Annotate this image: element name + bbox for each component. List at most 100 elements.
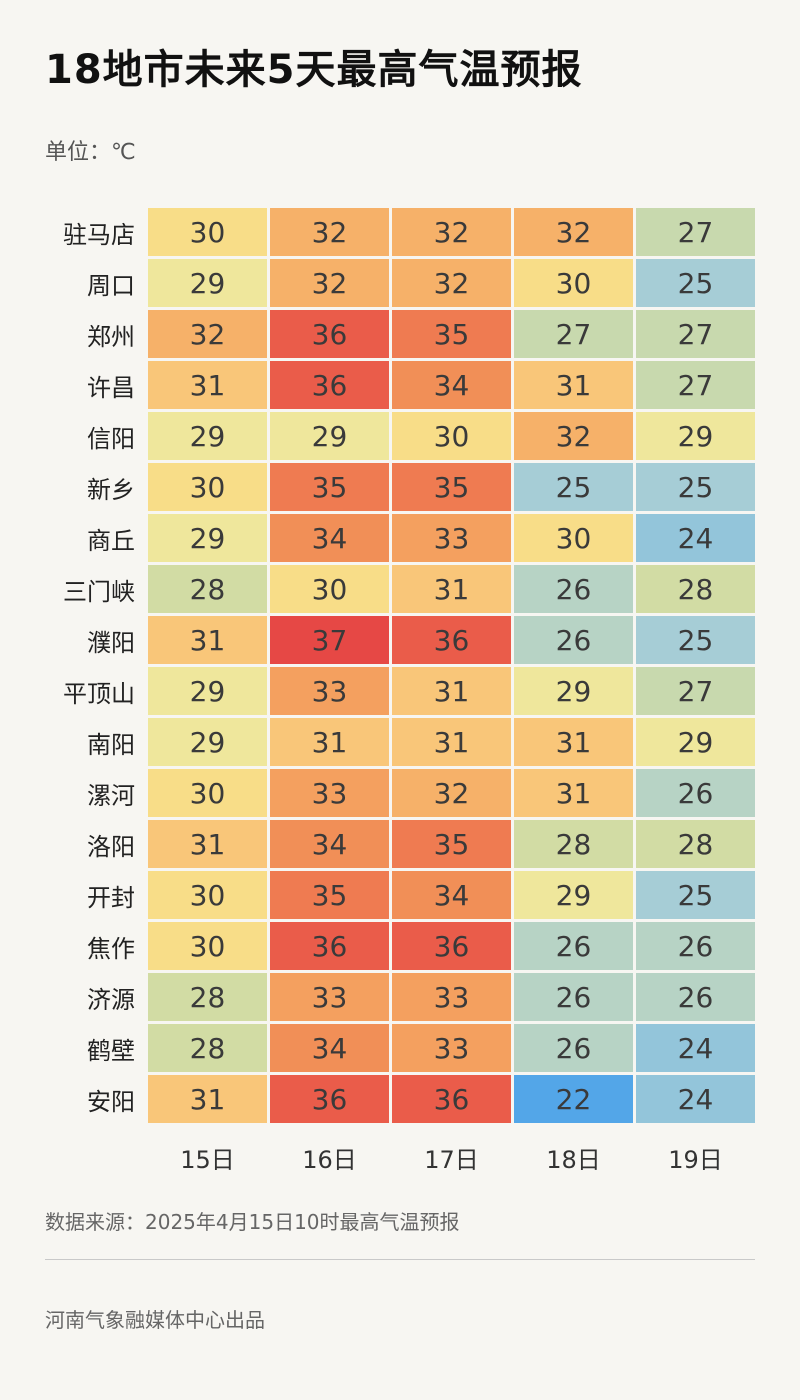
heatmap-cell: 36: [270, 922, 389, 970]
heatmap-cell: 27: [514, 310, 633, 358]
column-label: 16日: [302, 1146, 357, 1174]
row-label-city: 洛阳: [87, 832, 135, 861]
heatmap-cell: 29: [270, 412, 389, 460]
heatmap-cell: 33: [270, 667, 389, 715]
data-source-label: 数据来源：2025年4月15日10时最高气温预报: [45, 1210, 460, 1234]
heatmap-cell: 31: [148, 361, 267, 409]
heatmap-cell: 26: [514, 973, 633, 1021]
heatmap-cell: 35: [392, 820, 511, 868]
heatmap-cell: 31: [392, 565, 511, 613]
heatmap-cell: 28: [148, 565, 267, 613]
heatmap-cell: 33: [392, 514, 511, 562]
heatmap-cell: 35: [392, 310, 511, 358]
heatmap-cell: 31: [148, 1075, 267, 1123]
heatmap-cell: 33: [392, 973, 511, 1021]
heatmap-cell: 29: [148, 718, 267, 766]
heatmap-cell: 27: [636, 310, 755, 358]
heatmap-cell: 34: [270, 820, 389, 868]
heatmap-cell: 30: [392, 412, 511, 460]
heatmap-cell: 36: [392, 616, 511, 664]
heatmap-cell: 34: [270, 514, 389, 562]
heatmap-cell: 24: [636, 1024, 755, 1072]
heatmap-cell: 26: [636, 769, 755, 817]
heatmap-grid: 驻马店 30 32 32 32 27 周口 29 32 32 30 25 郑州 32 36 35 27 27 许昌 3…: [45, 208, 755, 1174]
column-label: 17日: [424, 1146, 479, 1174]
heatmap-cell: 25: [636, 463, 755, 511]
heatmap-cell: 30: [270, 565, 389, 613]
row-label-city: 商丘: [87, 526, 135, 555]
heatmap-cell: 29: [148, 259, 267, 307]
heatmap-cell: 35: [392, 463, 511, 511]
heatmap-cell: 27: [636, 361, 755, 409]
row-label-city: 鹤壁: [87, 1036, 135, 1065]
row-label-city: 周口: [87, 271, 135, 300]
column-label: 18日: [546, 1146, 601, 1174]
heatmap-cell: 29: [636, 412, 755, 460]
heatmap-cell: 34: [392, 361, 511, 409]
heatmap-cell: 31: [514, 769, 633, 817]
heatmap-cell: 26: [514, 565, 633, 613]
infographic-root: 18地市未来5天最高气温预报 单位：℃ 驻马店 30 32 32 32 27 周口 29 32 3…: [45, 47, 755, 1332]
row-label-city: 漯河: [87, 781, 135, 810]
heatmap-cell: 36: [270, 361, 389, 409]
column-label-spacer: [45, 1126, 145, 1174]
heatmap-cell: 34: [392, 871, 511, 919]
row-label-city: 信阳: [87, 424, 135, 453]
row-label-city: 许昌: [87, 373, 135, 402]
heatmap-cell: 28: [148, 973, 267, 1021]
heatmap-cell: 28: [148, 1024, 267, 1072]
heatmap-cell: 26: [514, 1024, 633, 1072]
heatmap-cell: 36: [392, 922, 511, 970]
heatmap-cell: 32: [270, 208, 389, 256]
heatmap-cell: 36: [270, 1075, 389, 1123]
heatmap-cell: 24: [636, 514, 755, 562]
heatmap-cell: 32: [514, 208, 633, 256]
heatmap-cell: 25: [636, 871, 755, 919]
heatmap-cell: 29: [148, 667, 267, 715]
heatmap-cell: 32: [392, 208, 511, 256]
credit-label: 河南气象融媒体中心出品: [45, 1308, 265, 1332]
column-label: 19日: [668, 1146, 723, 1174]
row-label-city: 济源: [87, 985, 135, 1014]
heatmap-cell: 29: [514, 871, 633, 919]
heatmap-cell: 22: [514, 1075, 633, 1123]
heatmap-cell: 26: [514, 616, 633, 664]
heatmap-cell: 32: [148, 310, 267, 358]
column-label: 15日: [180, 1146, 235, 1174]
row-label-city: 平顶山: [63, 679, 135, 708]
heatmap-cell: 30: [148, 769, 267, 817]
heatmap-cell: 31: [270, 718, 389, 766]
heatmap-cell: 33: [392, 1024, 511, 1072]
page-title: 18地市未来5天最高气温预报: [45, 47, 583, 93]
heatmap-cell: 30: [148, 463, 267, 511]
row-label-city: 新乡: [87, 475, 135, 504]
heatmap-cell: 27: [636, 208, 755, 256]
heatmap-cell: 24: [636, 1075, 755, 1123]
heatmap-cell: 33: [270, 769, 389, 817]
heatmap-cell: 29: [636, 718, 755, 766]
heatmap-cell: 28: [514, 820, 633, 868]
heatmap-cell: 32: [392, 259, 511, 307]
heatmap-cell: 31: [392, 667, 511, 715]
heatmap-cell: 35: [270, 463, 389, 511]
heatmap-cell: 31: [392, 718, 511, 766]
divider-line: [45, 1259, 755, 1260]
heatmap-cell: 32: [514, 412, 633, 460]
row-label-city: 濮阳: [87, 628, 135, 657]
heatmap-cell: 30: [148, 871, 267, 919]
heatmap-cell: 29: [148, 412, 267, 460]
heatmap-cell: 28: [636, 565, 755, 613]
heatmap-cell: 25: [636, 259, 755, 307]
heatmap-cell: 34: [270, 1024, 389, 1072]
heatmap-cell: 31: [148, 820, 267, 868]
row-label-city: 焦作: [87, 934, 135, 963]
row-label-city: 安阳: [87, 1087, 135, 1116]
heatmap-cell: 31: [514, 361, 633, 409]
heatmap-cell: 32: [270, 259, 389, 307]
heatmap-cell: 37: [270, 616, 389, 664]
heatmap-cell: 26: [636, 922, 755, 970]
heatmap-cell: 26: [636, 973, 755, 1021]
heatmap-cell: 25: [514, 463, 633, 511]
unit-label: 单位：℃: [45, 140, 136, 165]
heatmap-cell: 32: [392, 769, 511, 817]
